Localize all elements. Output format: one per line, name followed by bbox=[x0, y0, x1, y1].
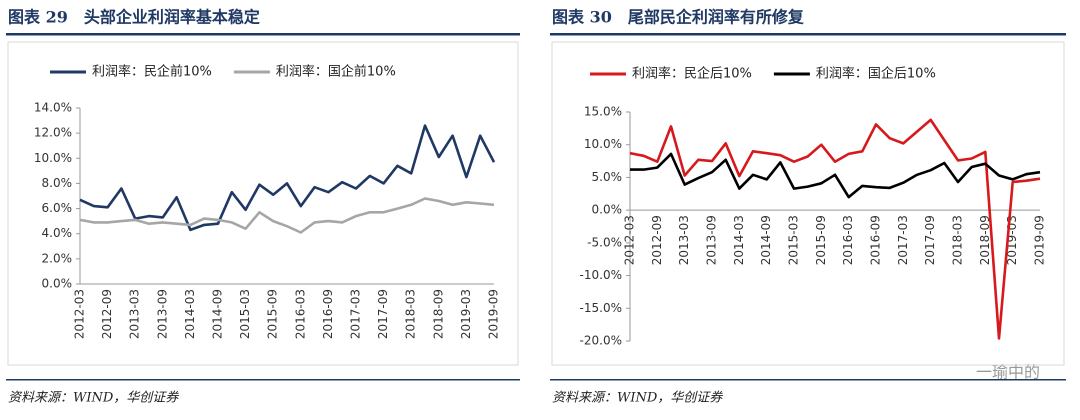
legend-label: 利润率：民企前10% bbox=[92, 64, 212, 80]
x-tick-label: 2012-03 bbox=[623, 215, 637, 265]
x-tick-label: 2017-03 bbox=[896, 215, 910, 265]
y-tick-label: 15.0% bbox=[584, 105, 622, 119]
x-tick-label: 2018-03 bbox=[951, 215, 965, 265]
y-tick-label: -20.0% bbox=[580, 334, 622, 348]
x-tick-label: 2016-03 bbox=[293, 289, 307, 339]
x-tick-label: 2018-09 bbox=[978, 215, 992, 265]
source-rule bbox=[6, 379, 520, 381]
title-rule bbox=[6, 33, 520, 36]
x-tick-label: 2014-09 bbox=[759, 215, 773, 265]
y-tick-label: 0.0% bbox=[592, 203, 623, 217]
y-tick-label: 14.0% bbox=[34, 101, 72, 115]
x-tick-label: 2019-09 bbox=[487, 289, 501, 339]
x-tick-label: 2018-03 bbox=[404, 289, 418, 339]
x-tick-label: 2019-03 bbox=[459, 289, 473, 339]
y-tick-label: 0.0% bbox=[42, 277, 73, 291]
y-tick-label: 4.0% bbox=[42, 226, 73, 240]
y-tick-label: 8.0% bbox=[42, 176, 73, 190]
x-tick-label: 2014-03 bbox=[183, 289, 197, 339]
y-tick-label: 6.0% bbox=[42, 201, 73, 215]
x-tick-label: 2019-09 bbox=[1033, 215, 1047, 265]
x-tick-label: 2012-09 bbox=[100, 289, 114, 339]
title-rule bbox=[550, 33, 1066, 36]
y-tick-label: 10.0% bbox=[34, 151, 72, 165]
x-tick-label: 2018-09 bbox=[431, 289, 445, 339]
source: 资料来源：WIND，华创证券 bbox=[8, 391, 179, 406]
x-tick-label: 2013-03 bbox=[677, 215, 691, 265]
x-tick-label: 2014-09 bbox=[211, 289, 225, 339]
y-tick-label: -5.0% bbox=[587, 235, 622, 249]
x-tick-label: 2012-09 bbox=[650, 215, 664, 265]
x-tick-label: 2013-09 bbox=[155, 289, 169, 339]
source: 资料来源：WIND，华创证券 bbox=[552, 391, 723, 406]
series-line bbox=[629, 118, 1041, 340]
y-tick-label: 2.0% bbox=[42, 251, 73, 265]
x-tick-label: 2017-09 bbox=[923, 215, 937, 265]
x-tick-label: 2012-03 bbox=[73, 289, 87, 339]
y-tick-label: 5.0% bbox=[592, 170, 623, 184]
y-tick-label: 12.0% bbox=[34, 126, 72, 140]
x-tick-label: 2015-09 bbox=[266, 289, 280, 339]
legend-label: 利润率：民企后10% bbox=[632, 66, 752, 82]
x-tick-label: 2013-03 bbox=[128, 289, 142, 339]
x-tick-label: 2017-09 bbox=[376, 289, 390, 339]
x-tick-label: 2015-03 bbox=[787, 215, 801, 265]
source-rule bbox=[550, 379, 1066, 381]
x-tick-label: 2015-03 bbox=[238, 289, 252, 339]
legend-label: 利润率：国企后10% bbox=[816, 66, 936, 82]
chart-frame bbox=[7, 41, 519, 366]
chart-frame bbox=[551, 41, 1065, 366]
series-line bbox=[79, 124, 496, 232]
series-line bbox=[630, 152, 1041, 199]
x-tick-label: 2014-03 bbox=[732, 215, 746, 265]
x-tick-label: 2017-03 bbox=[349, 289, 363, 339]
y-tick-label: -10.0% bbox=[580, 268, 622, 282]
x-tick-label: 2013-09 bbox=[705, 215, 719, 265]
chart-title: 图表 29 头部企业利润率基本稳定 bbox=[8, 8, 260, 27]
x-tick-label: 2016-03 bbox=[841, 215, 855, 265]
watermark: 一瑜中的 bbox=[976, 363, 1040, 382]
chart-title: 图表 30 尾部民企利润率有所修复 bbox=[552, 8, 805, 27]
y-tick-label: 10.0% bbox=[584, 137, 622, 151]
series-line bbox=[79, 197, 495, 234]
x-tick-label: 2015-09 bbox=[814, 215, 828, 265]
x-tick-label: 2016-09 bbox=[869, 215, 883, 265]
y-tick-label: -15.0% bbox=[580, 301, 622, 315]
x-tick-label: 2016-09 bbox=[321, 289, 335, 339]
legend-label: 利润率：国企前10% bbox=[276, 64, 396, 80]
